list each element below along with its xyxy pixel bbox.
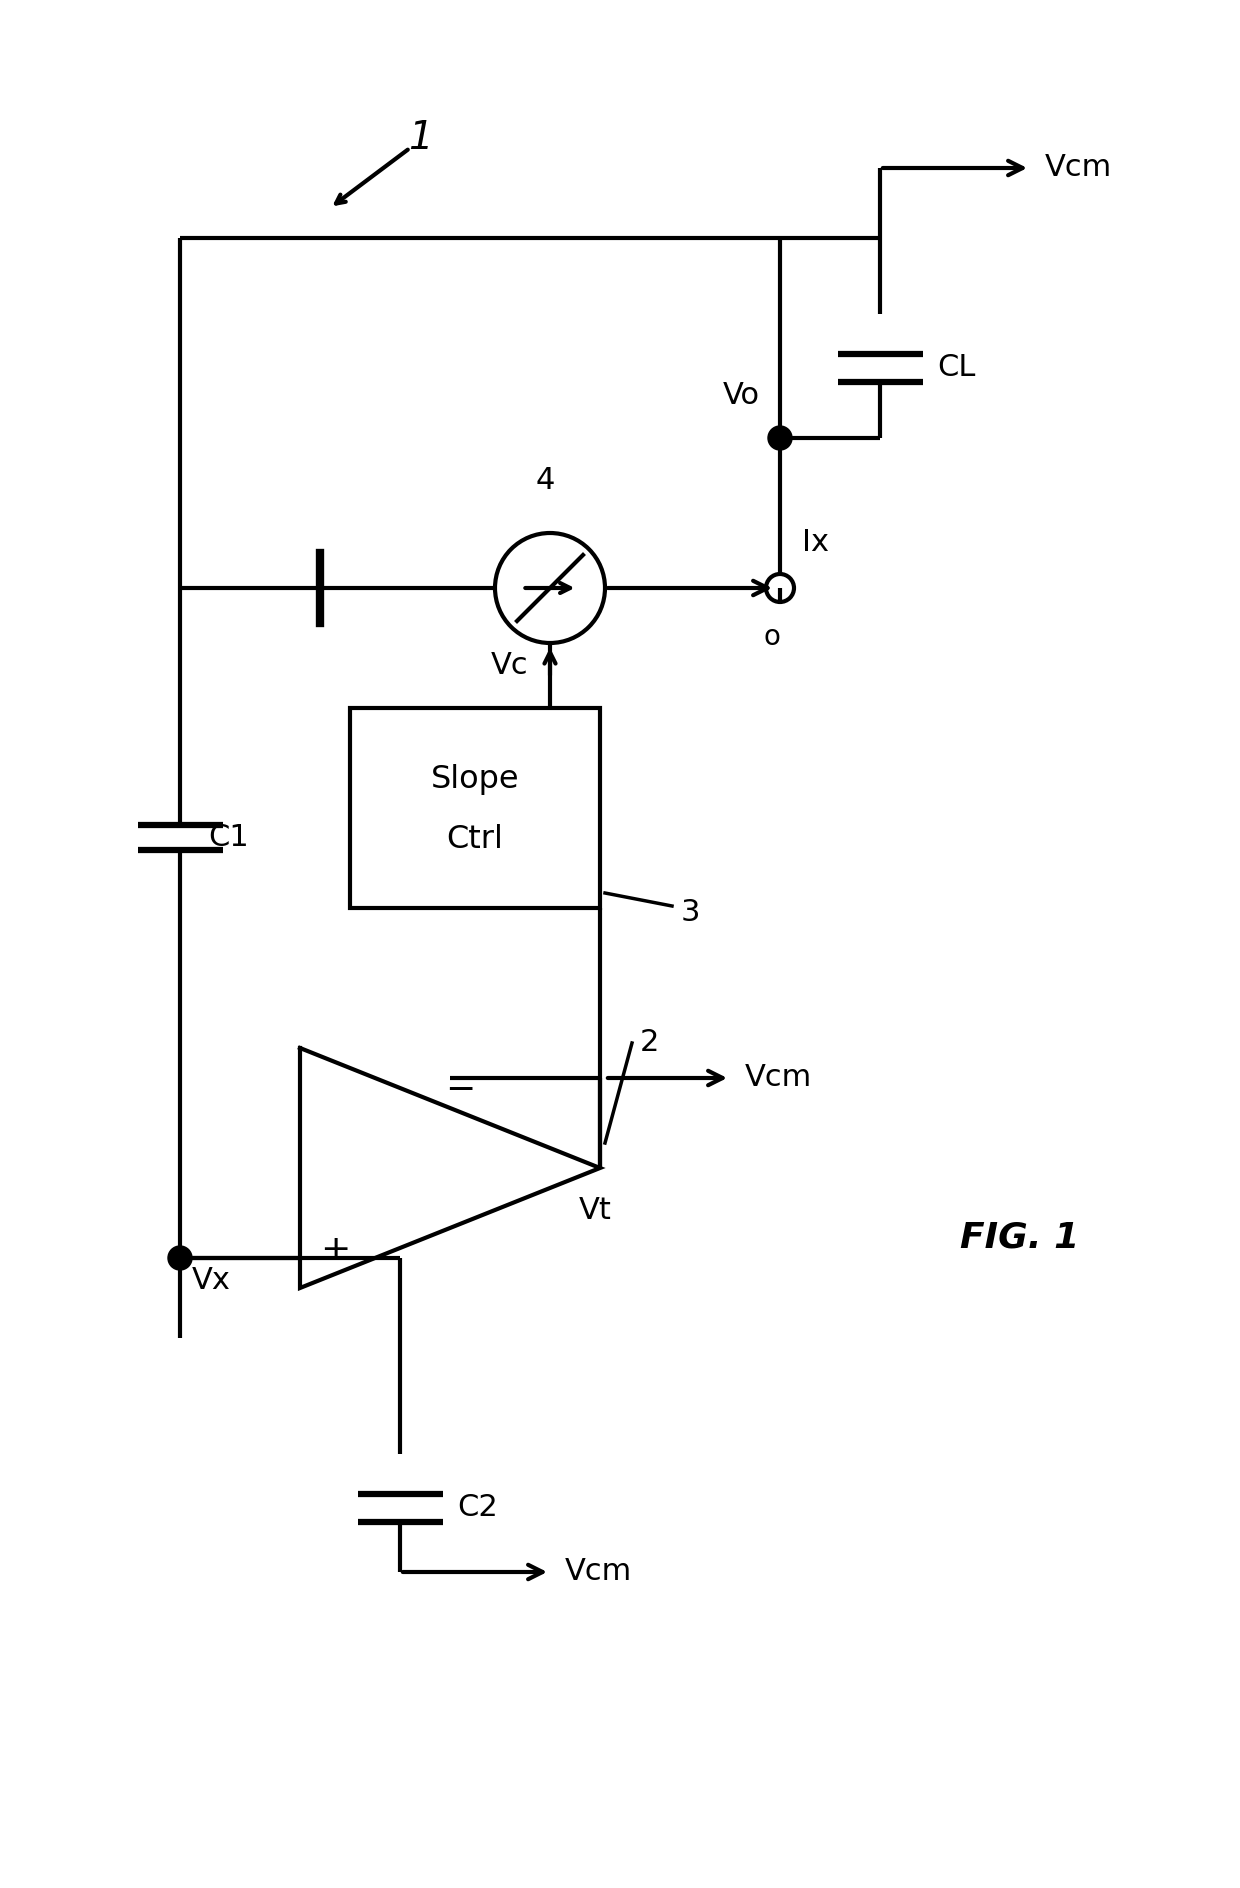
Bar: [350, 708, 600, 908]
Text: Vo: Vo: [723, 381, 760, 410]
Text: Vcm: Vcm: [1045, 153, 1112, 183]
Text: Ctrl: Ctrl: [446, 825, 503, 855]
Circle shape: [768, 427, 792, 449]
Text: Vt: Vt: [579, 1195, 611, 1225]
Text: −: −: [445, 1072, 475, 1106]
Text: C2: C2: [458, 1493, 498, 1522]
Text: +: +: [320, 1233, 350, 1267]
Text: Vc: Vc: [490, 651, 528, 680]
Text: CL: CL: [937, 353, 976, 383]
Text: Vcm: Vcm: [565, 1558, 632, 1586]
Text: o: o: [764, 623, 780, 651]
Circle shape: [167, 1246, 192, 1271]
Text: 2: 2: [640, 1029, 660, 1057]
Text: Vx: Vx: [192, 1267, 231, 1295]
Text: FIG. 1: FIG. 1: [960, 1222, 1080, 1256]
Text: Ix: Ix: [802, 529, 830, 557]
Text: 3: 3: [681, 899, 699, 927]
Text: 1: 1: [408, 119, 433, 157]
Text: 4: 4: [536, 466, 554, 495]
Text: Slope: Slope: [430, 765, 520, 795]
Text: C1: C1: [208, 823, 249, 853]
Text: Vcm: Vcm: [745, 1063, 812, 1093]
